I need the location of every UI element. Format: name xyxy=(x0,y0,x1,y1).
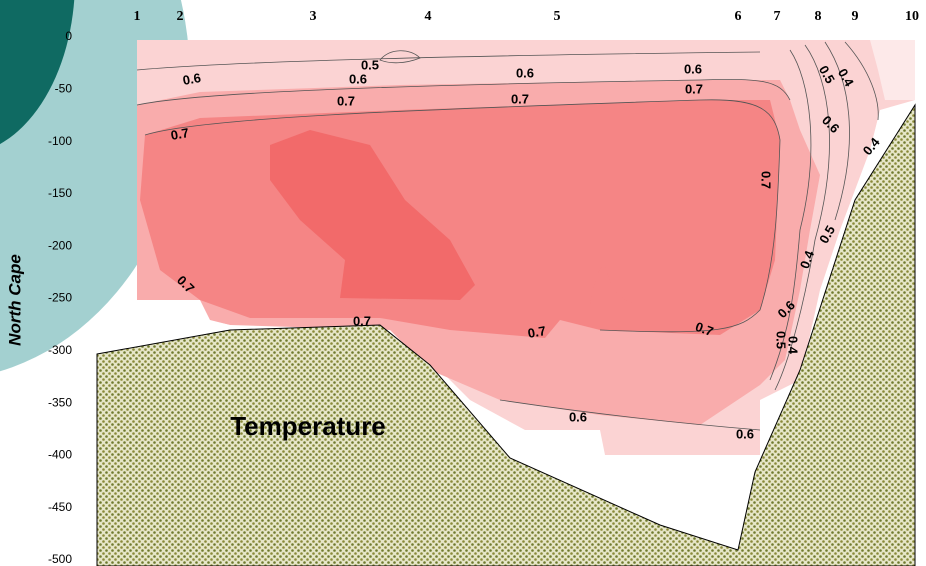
y-axis-label: North Cape xyxy=(5,254,24,346)
y-tick-label: -200 xyxy=(48,238,72,252)
contour-label: 0.7 xyxy=(337,93,355,108)
contour-label: 0.6 xyxy=(736,426,754,441)
station-label: 1 xyxy=(134,9,141,24)
contour-label: 0.6 xyxy=(182,70,202,88)
station-label: 3 xyxy=(310,9,317,24)
seabed xyxy=(96,103,916,566)
y-tick-label: -100 xyxy=(48,134,72,148)
y-tick-label: -150 xyxy=(48,186,72,200)
station-label: 4 xyxy=(425,9,432,24)
y-tick-label: -300 xyxy=(48,343,72,357)
y-tick-label: -50 xyxy=(55,81,73,95)
y-tick-label: -350 xyxy=(48,395,72,409)
station-label: 5 xyxy=(554,9,561,24)
contour-label: 0.4 xyxy=(797,248,818,271)
contour-label: 0.5 xyxy=(774,331,789,349)
annotation: Temperature xyxy=(230,411,386,441)
station-label: 9 xyxy=(852,9,859,24)
contour-label: 0.4 xyxy=(786,336,801,355)
contour-label: 0.7 xyxy=(759,171,774,189)
station-label: 8 xyxy=(815,9,822,24)
contour-label: 0.7 xyxy=(353,313,371,328)
contour-fill xyxy=(136,40,915,455)
contour-label: 0.7 xyxy=(527,323,547,341)
y-tick-label: -500 xyxy=(48,552,72,566)
contour-label: 0.6 xyxy=(349,71,367,86)
contour-label: 0.5 xyxy=(361,57,379,72)
y-tick-label: -400 xyxy=(48,448,72,462)
contour-label: 0.7 xyxy=(693,319,715,339)
contour-label: 0.7 xyxy=(511,91,529,106)
station-label: 2 xyxy=(177,9,184,24)
station-label: 10 xyxy=(905,9,919,24)
decor-circle-dark xyxy=(0,0,75,145)
y-tick-label: -450 xyxy=(48,500,72,514)
station-label: 7 xyxy=(774,9,781,24)
contour-label: 0.6 xyxy=(569,409,587,424)
contour-label: 0.7 xyxy=(685,81,703,96)
contour-label: 0.7 xyxy=(170,125,190,143)
y-tick-label: 0 xyxy=(65,29,72,43)
contour-label: 0.6 xyxy=(684,61,702,76)
station-label: 6 xyxy=(735,9,742,24)
contour-label: 0.6 xyxy=(516,65,534,80)
y-tick-label: -250 xyxy=(48,291,72,305)
no-data xyxy=(137,300,230,325)
